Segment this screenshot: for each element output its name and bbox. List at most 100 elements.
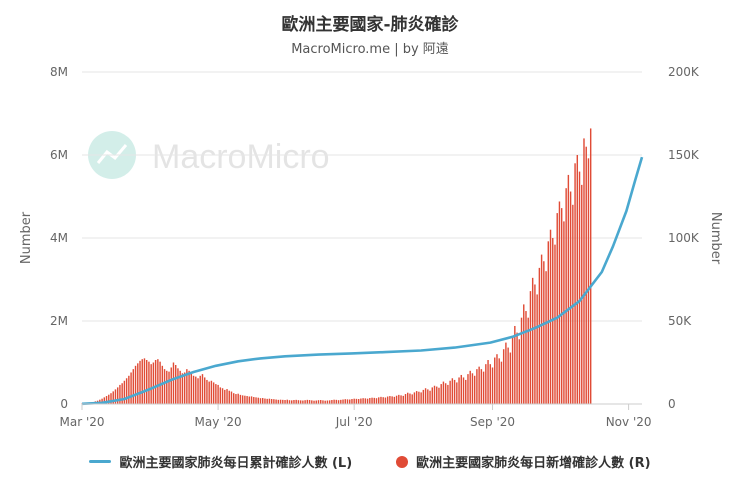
y-left-axis-label: Number bbox=[19, 211, 34, 264]
daily-bar bbox=[349, 399, 351, 404]
y-left-tick-label: 4M bbox=[50, 231, 68, 245]
daily-bar bbox=[221, 388, 224, 404]
daily-bar bbox=[137, 363, 139, 404]
y-right-tick-label: 50K bbox=[668, 314, 692, 328]
daily-bar bbox=[128, 375, 130, 404]
daily-bar bbox=[210, 380, 213, 404]
daily-bar bbox=[360, 398, 362, 404]
daily-bar bbox=[304, 400, 306, 404]
daily-bar bbox=[157, 359, 159, 404]
daily-bar bbox=[355, 398, 358, 404]
daily-bar bbox=[436, 386, 438, 404]
daily-bar bbox=[331, 400, 333, 404]
daily-bar bbox=[130, 372, 132, 404]
daily-bar bbox=[306, 399, 309, 404]
daily-bar bbox=[442, 381, 445, 404]
daily-bar bbox=[172, 362, 175, 404]
daily-bar bbox=[337, 400, 340, 404]
daily-bar bbox=[554, 244, 556, 404]
legend-item-cumulative[interactable]: 歐洲主要國家肺炎每日累計確診人數 (L) bbox=[89, 452, 352, 471]
daily-bar bbox=[558, 201, 561, 404]
grid bbox=[82, 71, 642, 322]
daily-bar bbox=[322, 400, 324, 404]
daily-bar bbox=[578, 171, 581, 404]
daily-bar bbox=[101, 398, 103, 404]
daily-bar bbox=[583, 138, 585, 404]
daily-bar bbox=[235, 394, 237, 404]
daily-bar bbox=[244, 395, 246, 404]
daily-bar bbox=[340, 399, 342, 404]
daily-bar bbox=[335, 399, 338, 404]
y-left-tick-label: 0 bbox=[60, 397, 68, 411]
daily-bar bbox=[386, 396, 389, 404]
daily-bar bbox=[212, 382, 215, 404]
daily-bar bbox=[313, 400, 315, 404]
y-left-tick-label: 6M bbox=[50, 148, 68, 162]
daily-bar bbox=[422, 389, 425, 404]
daily-bar bbox=[186, 369, 188, 404]
daily-bar bbox=[511, 335, 514, 404]
daily-bar bbox=[199, 375, 201, 404]
daily-bar bbox=[433, 385, 436, 404]
daily-bar bbox=[491, 367, 494, 404]
y-left-tick-label: 8M bbox=[50, 65, 68, 79]
daily-bar bbox=[253, 397, 255, 404]
line-series-layer bbox=[81, 156, 644, 406]
x-tick-label: May '20 bbox=[194, 415, 241, 429]
daily-bar bbox=[382, 397, 384, 404]
daily-bar bbox=[362, 398, 364, 404]
daily-bar bbox=[190, 373, 193, 404]
daily-bar bbox=[224, 389, 226, 404]
daily-bar bbox=[529, 291, 532, 404]
daily-bar bbox=[346, 399, 349, 404]
daily-bar bbox=[293, 400, 295, 404]
daily-bar bbox=[308, 400, 311, 404]
daily-bar bbox=[206, 379, 208, 404]
daily-bar bbox=[357, 399, 360, 404]
daily-bar bbox=[255, 397, 257, 404]
daily-bar bbox=[514, 325, 516, 404]
daily-bar bbox=[500, 361, 503, 404]
daily-bar bbox=[467, 374, 469, 404]
daily-bar bbox=[270, 399, 273, 404]
watermark: MacroMicro bbox=[88, 131, 330, 179]
daily-bar bbox=[228, 390, 230, 404]
daily-bar bbox=[581, 184, 583, 404]
daily-bar bbox=[264, 398, 266, 404]
daily-bar bbox=[295, 399, 297, 404]
daily-bar bbox=[391, 396, 393, 404]
daily-bar bbox=[549, 229, 552, 404]
cumulative-line bbox=[81, 156, 644, 406]
daily-bar bbox=[413, 392, 416, 404]
daily-bar bbox=[572, 204, 574, 404]
daily-bar bbox=[317, 400, 320, 404]
daily-bar bbox=[371, 397, 373, 404]
daily-bar bbox=[465, 379, 467, 404]
daily-bar bbox=[366, 398, 369, 404]
daily-bar bbox=[585, 146, 587, 404]
daily-bar bbox=[587, 158, 590, 404]
x-tick-label: Mar '20 bbox=[59, 415, 104, 429]
daily-bar bbox=[502, 349, 505, 404]
daily-bar bbox=[507, 347, 509, 404]
daily-bar bbox=[364, 398, 367, 404]
daily-bar bbox=[181, 373, 184, 404]
daily-bar bbox=[250, 396, 253, 404]
daily-bar bbox=[179, 370, 181, 404]
daily-bar bbox=[478, 366, 480, 404]
daily-bar bbox=[505, 342, 507, 404]
daily-bar bbox=[369, 398, 371, 404]
y-left-tick-label: 2M bbox=[50, 314, 68, 328]
daily-bar bbox=[219, 387, 222, 404]
daily-bar bbox=[482, 371, 485, 404]
daily-bar bbox=[123, 380, 126, 404]
chart-title: 歐洲主要國家-肺炎確診 bbox=[281, 15, 459, 35]
daily-bar bbox=[232, 393, 235, 404]
daily-bar bbox=[574, 163, 576, 404]
daily-bar bbox=[480, 369, 483, 404]
legend-item-daily[interactable]: 歐洲主要國家肺炎每日新增確診人數 (R) bbox=[396, 452, 651, 471]
daily-bar bbox=[398, 394, 400, 404]
legend-dot-swatch bbox=[396, 455, 409, 468]
daily-bar bbox=[291, 400, 293, 404]
daily-bar bbox=[353, 398, 355, 404]
